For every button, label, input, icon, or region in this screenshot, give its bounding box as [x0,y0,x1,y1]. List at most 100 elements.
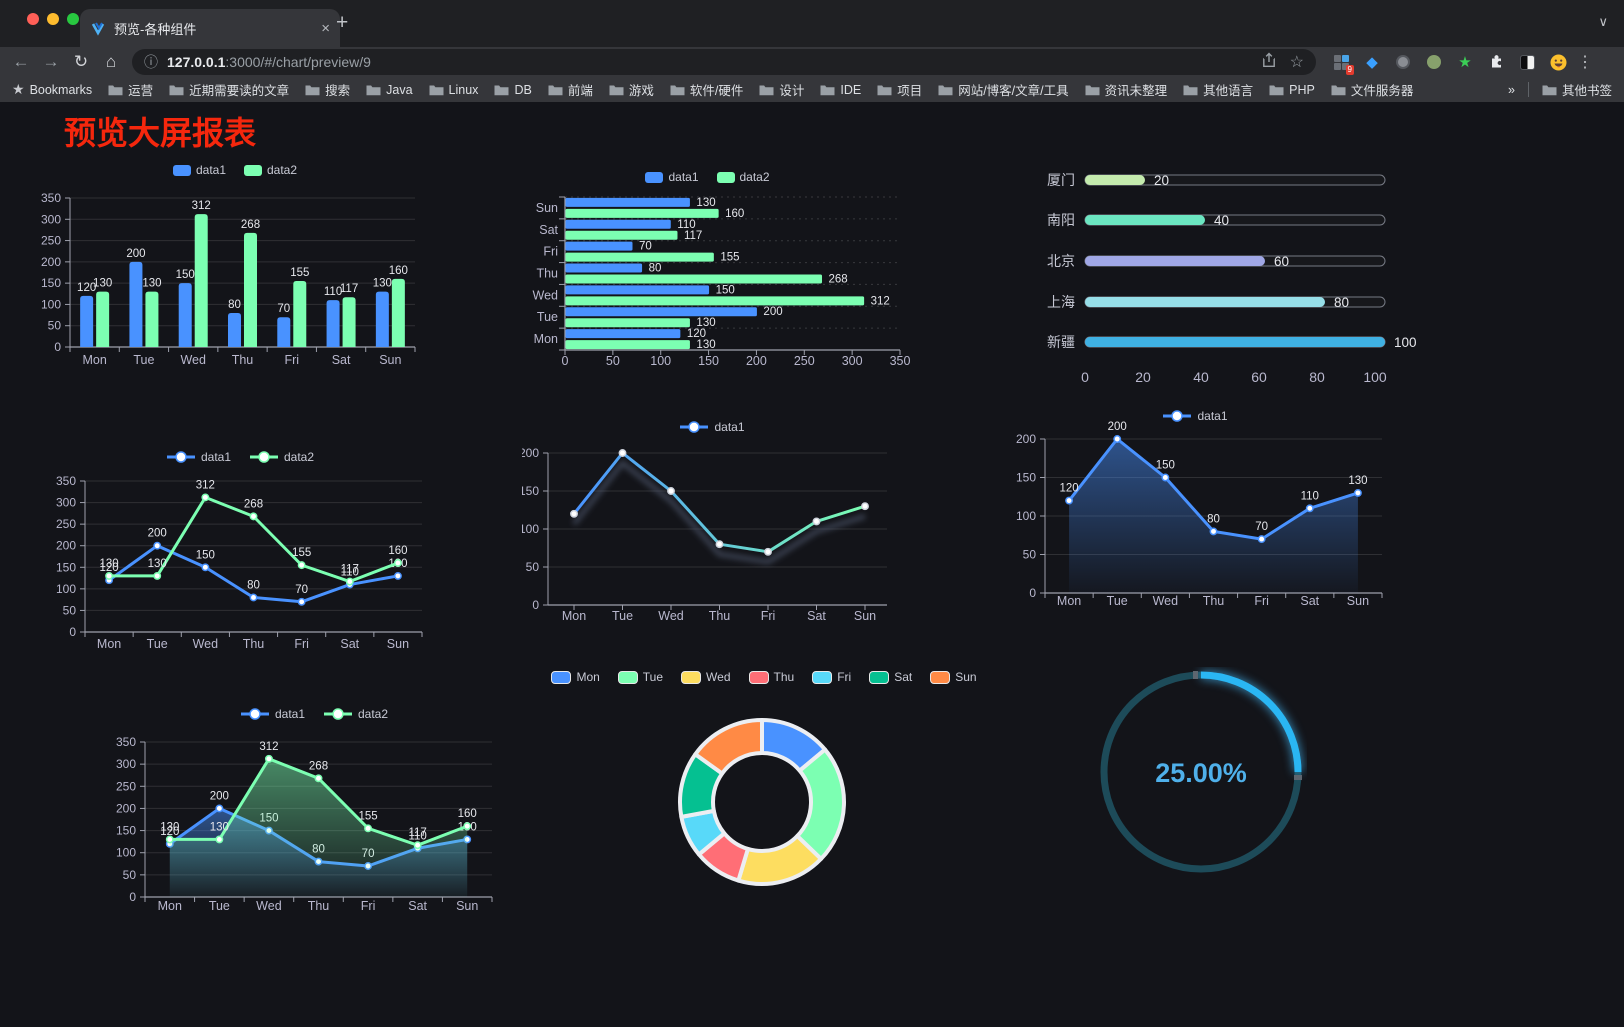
bookmark-folder[interactable]: 网站/博客/文章/工具 [938,80,1069,99]
svg-text:Sat: Sat [332,353,351,367]
bookmark-folder[interactable]: 项目 [877,80,922,99]
bookmarks-overflow-chevron[interactable]: » [1508,82,1515,97]
close-window-button[interactable] [27,13,39,25]
bookmark-folder[interactable]: 设计 [759,80,804,99]
svg-text:117: 117 [340,283,358,295]
legend-item[interactable]: data1 [645,170,699,184]
svg-text:Fri: Fri [761,609,776,623]
progress-bar-chart[interactable]: 厦门 20 南阳 40 北京 60 上海 80 新疆 100 0 20 40 60 80 100 [1000,160,1430,395]
legend-item[interactable]: Sat [869,670,912,684]
legend-item[interactable]: Wed [681,670,731,684]
tab-search-chevron-icon[interactable]: ∨ [1598,14,1608,29]
gradient-line-chart[interactable]: 0 50 100 150 200 Mon Tue Wed Thu Fri Sat Sun data1 [522,405,902,630]
green-star-icon[interactable]: ★ [1458,54,1472,71]
bookmark-folder[interactable]: Linux [429,83,478,97]
bookmark-folder[interactable]: 游戏 [609,80,654,99]
bookmark-folder[interactable]: 前端 [548,80,593,99]
bookmark-folder[interactable]: 搜索 [305,80,350,99]
chart-legend: Mon Tue Wed Thu Fri Sat Sun [551,670,977,684]
gauge-value: 25.00% [1155,758,1247,788]
bar-chart[interactable]: 0 50 100 150 200 250 300 350 Mon Tue Wed Thu Fri Sat S… [40,150,430,375]
reload-button[interactable]: ↻ [73,52,89,71]
share-icon[interactable] [1262,51,1276,73]
url-text[interactable]: 127.0.0.1:3000/#/chart/preview/9 [167,54,371,70]
legend-item[interactable]: data2 [323,707,388,721]
bookmark-folder[interactable]: 软件/硬件 [670,80,743,99]
svg-text:268: 268 [241,219,260,231]
tab-close-icon[interactable]: × [321,19,330,37]
area-line-chart-two-series[interactable]: 0 50 100 150 200 250 300 350 Mon Tue Wed Thu Fri Sat S… [104,700,524,922]
bookmark-folder[interactable]: PHP [1269,83,1315,97]
bookmark-folder[interactable]: 文件服务器 [1331,80,1413,99]
legend-item[interactable]: data2 [249,450,314,464]
legend-item[interactable]: Mon [551,670,600,684]
svg-text:40: 40 [1193,369,1209,385]
bookmark-star-icon[interactable]: ☆ [1289,54,1304,71]
green-circle-icon[interactable] [1425,53,1443,71]
svg-text:100: 100 [41,297,61,311]
home-button[interactable]: ⌂ [105,52,117,71]
svg-text:70: 70 [1255,521,1268,533]
bookmark-folder[interactable]: Java [366,83,413,97]
svg-text:200: 200 [116,801,136,815]
svg-text:20: 20 [1154,173,1169,188]
svg-text:40: 40 [1214,213,1229,228]
emoji-avatar-icon[interactable] [1549,53,1567,71]
contrast-icon[interactable] [1518,53,1536,71]
minimize-window-button[interactable] [47,13,59,25]
svg-text:130: 130 [148,558,167,570]
gray-circle-icon[interactable] [1394,53,1412,71]
legend-item[interactable]: data2 [244,163,297,177]
bookmark-folder[interactable]: IDE [820,83,861,97]
legend-item[interactable]: Thu [748,670,794,684]
legend-item[interactable]: data1 [166,450,231,464]
browser-tab[interactable]: 预览-各种组件 × [80,9,340,47]
svg-text:Fri: Fri [543,245,558,259]
svg-text:250: 250 [794,354,815,368]
url-bar[interactable]: ⓘ 127.0.0.1:3000/#/chart/preview/9 ☆ [132,49,1316,75]
svg-text:100: 100 [522,522,539,536]
svg-text:150: 150 [56,560,76,574]
bookmark-folder[interactable]: 近期需要读的文章 [169,80,289,99]
gem-icon[interactable]: ◆ [1366,54,1378,71]
svg-text:200: 200 [56,539,76,553]
svg-text:100: 100 [1394,335,1417,350]
svg-text:312: 312 [871,295,890,307]
legend-item[interactable]: data1 [172,163,226,177]
gauge-chart[interactable]: 25.00% [1095,667,1307,879]
svg-text:268: 268 [829,274,848,286]
other-bookmarks-folder[interactable]: 其他书签 [1542,80,1612,99]
svg-text:110: 110 [408,830,426,842]
legend-item[interactable]: Tue [617,670,663,684]
svg-text:50: 50 [63,603,77,617]
bookmarks-manager[interactable]: ★ Bookmarks [12,81,93,97]
forward-button[interactable]: → [42,52,60,71]
grid-badge-icon[interactable]: 9 [1332,53,1354,75]
bookmark-folder[interactable]: 运营 [108,80,153,99]
site-info-icon[interactable]: ⓘ [144,54,158,70]
svg-text:Mon: Mon [97,637,121,651]
back-button[interactable]: ← [12,52,30,71]
legend-item[interactable]: data1 [240,707,305,721]
area-line-chart[interactable]: 0 50 100 150 200 Mon Tue Wed Thu Fri Sat Sun 120 200 1… [985,390,1405,615]
svg-text:160: 160 [725,208,744,220]
donut-pie-chart[interactable]: Mon Tue Wed Thu Fri Sat Sun [551,660,977,905]
svg-text:120: 120 [1059,483,1078,495]
svg-text:80: 80 [1309,369,1325,385]
legend-item[interactable]: Sun [930,670,977,684]
browser-menu-button[interactable]: ⋮ [1577,54,1593,71]
bookmark-folder[interactable]: DB [494,83,532,97]
line-chart-two-series[interactable]: 0 50 100 150 200 250 300 350 Mon Tue Wed Thu Fri Sat S… [40,440,440,662]
puzzle-icon[interactable] [1487,53,1505,71]
zoom-window-button[interactable] [67,13,79,25]
svg-text:200: 200 [126,248,145,260]
bookmark-folder[interactable]: 其他语言 [1183,80,1253,99]
horizontal-bar-chart[interactable]: 0 50 100 150 200 250 300 350 Sun 130 160 Sat 110 117 F… [500,150,915,375]
new-tab-button[interactable]: + [336,11,349,34]
legend-item[interactable]: data2 [716,170,770,184]
bookmark-folder[interactable]: 资讯未整理 [1085,80,1167,99]
chart-legend: data1 data2 [500,170,915,184]
legend-item[interactable]: Fri [812,670,851,684]
legend-item[interactable]: data1 [679,420,745,434]
legend-item[interactable]: data1 [1162,409,1228,423]
